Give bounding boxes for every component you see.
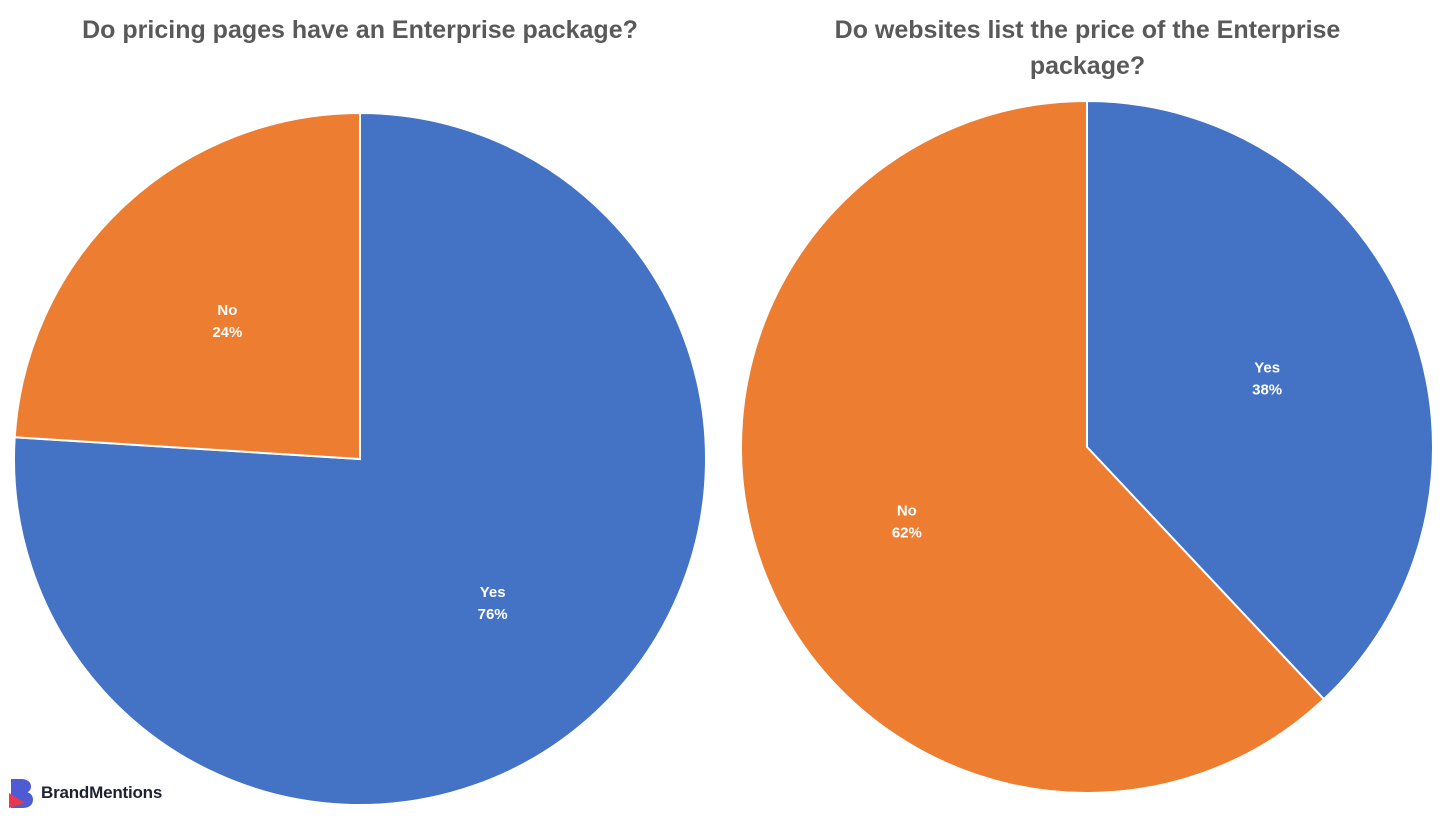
slice-percent-yes-enterprise-package: 76% bbox=[478, 606, 508, 623]
chart-title-enterprise-package: Do pricing pages have an Enterprise pack… bbox=[82, 16, 638, 44]
slice-label-yes-enterprise-package: Yes bbox=[480, 584, 506, 601]
slice-label-no-enterprise-package: No bbox=[217, 302, 237, 319]
chart-title-enterprise-price: Do websites list the price of the Enterp… bbox=[834, 16, 1341, 80]
slice-percent-yes-enterprise-price: 38% bbox=[1252, 382, 1282, 399]
brand-logo: BrandMentions bbox=[8, 776, 162, 810]
slice-label-no-enterprise-price: No bbox=[897, 502, 917, 519]
brand-name: BrandMentions bbox=[41, 783, 163, 802]
pie-slice-no-enterprise-package bbox=[13, 111, 361, 461]
pie-slice-no-enterprise-price bbox=[739, 99, 1326, 794]
brandmentions-logo-icon bbox=[9, 779, 33, 808]
pie-slice-yes-enterprise-price bbox=[1086, 99, 1434, 701]
slice-label-yes-enterprise-price: Yes bbox=[1254, 360, 1280, 377]
slice-percent-no-enterprise-package: 24% bbox=[212, 324, 242, 341]
slice-percent-no-enterprise-price: 62% bbox=[892, 524, 922, 541]
